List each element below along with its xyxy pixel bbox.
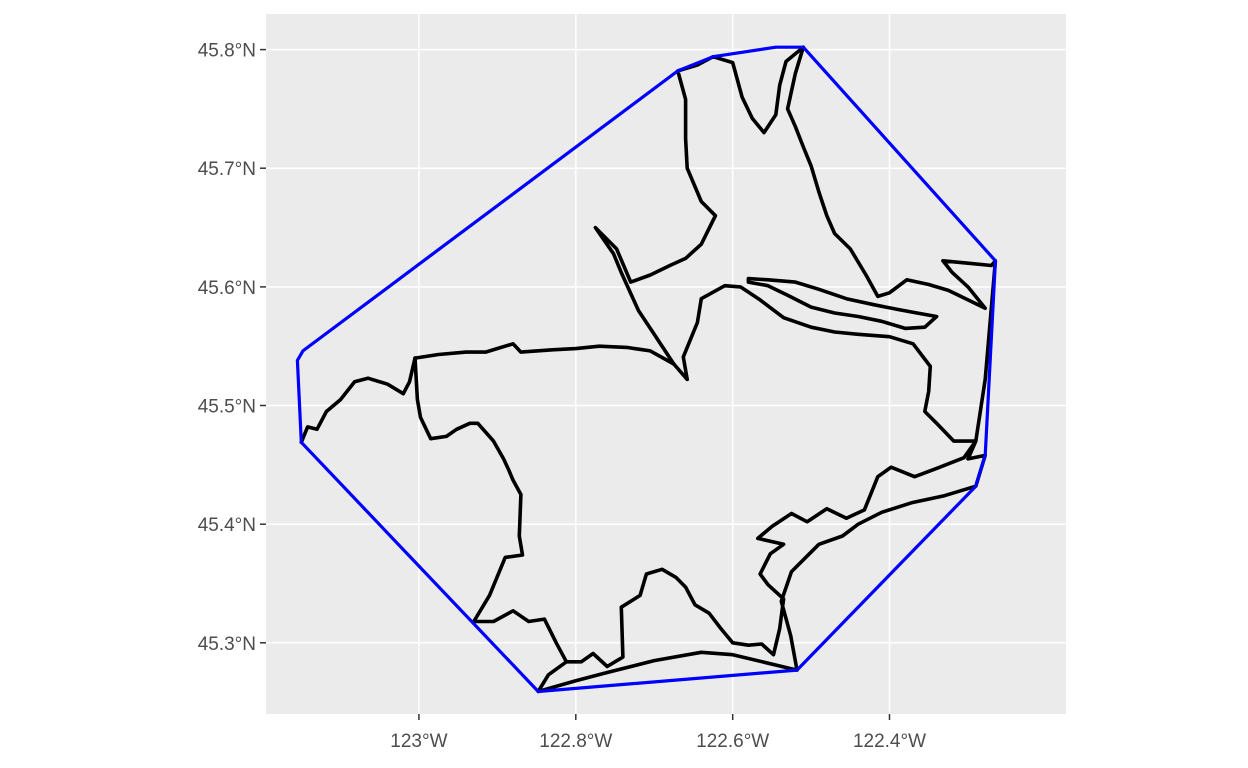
x-tick-label: 122.8°W (539, 731, 612, 752)
plot-panel (266, 14, 1066, 714)
southwest-edge-path (413, 356, 569, 664)
y-tick-label: 45.4°N (198, 515, 256, 536)
x-axis: 123°W 122.8°W 122.6°W 122.4°W (390, 714, 926, 752)
y-tick-label: 45.7°N (198, 159, 256, 180)
y-tick-label: 45.6°N (198, 278, 256, 299)
y-axis: 45.3°N 45.4°N 45.5°N 45.6°N 45.7°N 45.8°N (198, 41, 266, 655)
map-layers (295, 45, 998, 694)
y-tick-label: 45.8°N (198, 41, 256, 62)
y-tick-label: 45.5°N (198, 397, 256, 418)
x-tick-label: 123°W (390, 731, 447, 752)
grid-lines (266, 14, 1066, 714)
convex-hull-path (295, 45, 998, 694)
western-edge-path (299, 341, 676, 445)
x-tick-label: 122.6°W (696, 731, 769, 752)
x-tick-label: 122.4°W (853, 731, 926, 752)
y-tick-label: 45.3°N (198, 634, 256, 655)
river-path (746, 276, 939, 331)
